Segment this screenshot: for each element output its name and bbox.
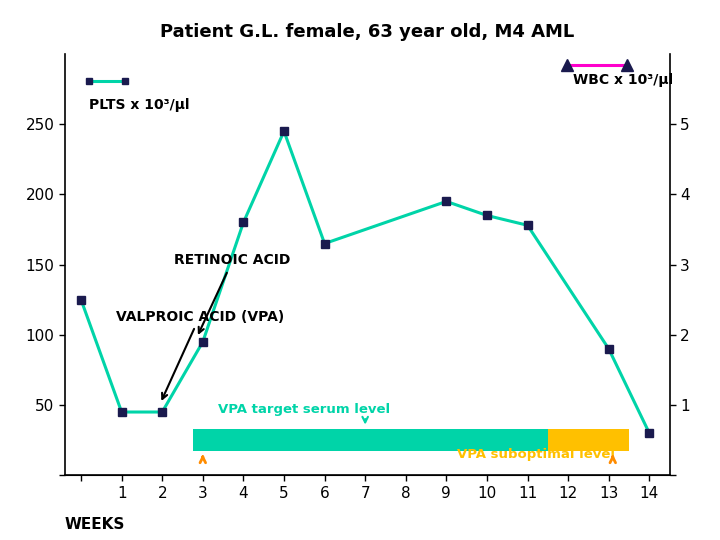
- Bar: [193, 429, 627, 451]
- Text: WEEKS: WEEKS: [65, 517, 125, 532]
- Text: VPA target serum level: VPA target serum level: [218, 403, 390, 416]
- Text: WBC x 10³/µl: WBC x 10³/µl: [573, 73, 673, 87]
- Text: RETINOIC ACID: RETINOIC ACID: [174, 253, 291, 333]
- Text: VPA suboptimal level: VPA suboptimal level: [456, 448, 615, 461]
- Text: VALPROIC ACID (VPA): VALPROIC ACID (VPA): [115, 309, 284, 399]
- Text: PLTS x 10³/µl: PLTS x 10³/µl: [89, 98, 189, 112]
- Title: Patient G.L. female, 63 year old, M4 AML: Patient G.L. female, 63 year old, M4 AML: [160, 23, 575, 42]
- Bar: [548, 429, 629, 451]
